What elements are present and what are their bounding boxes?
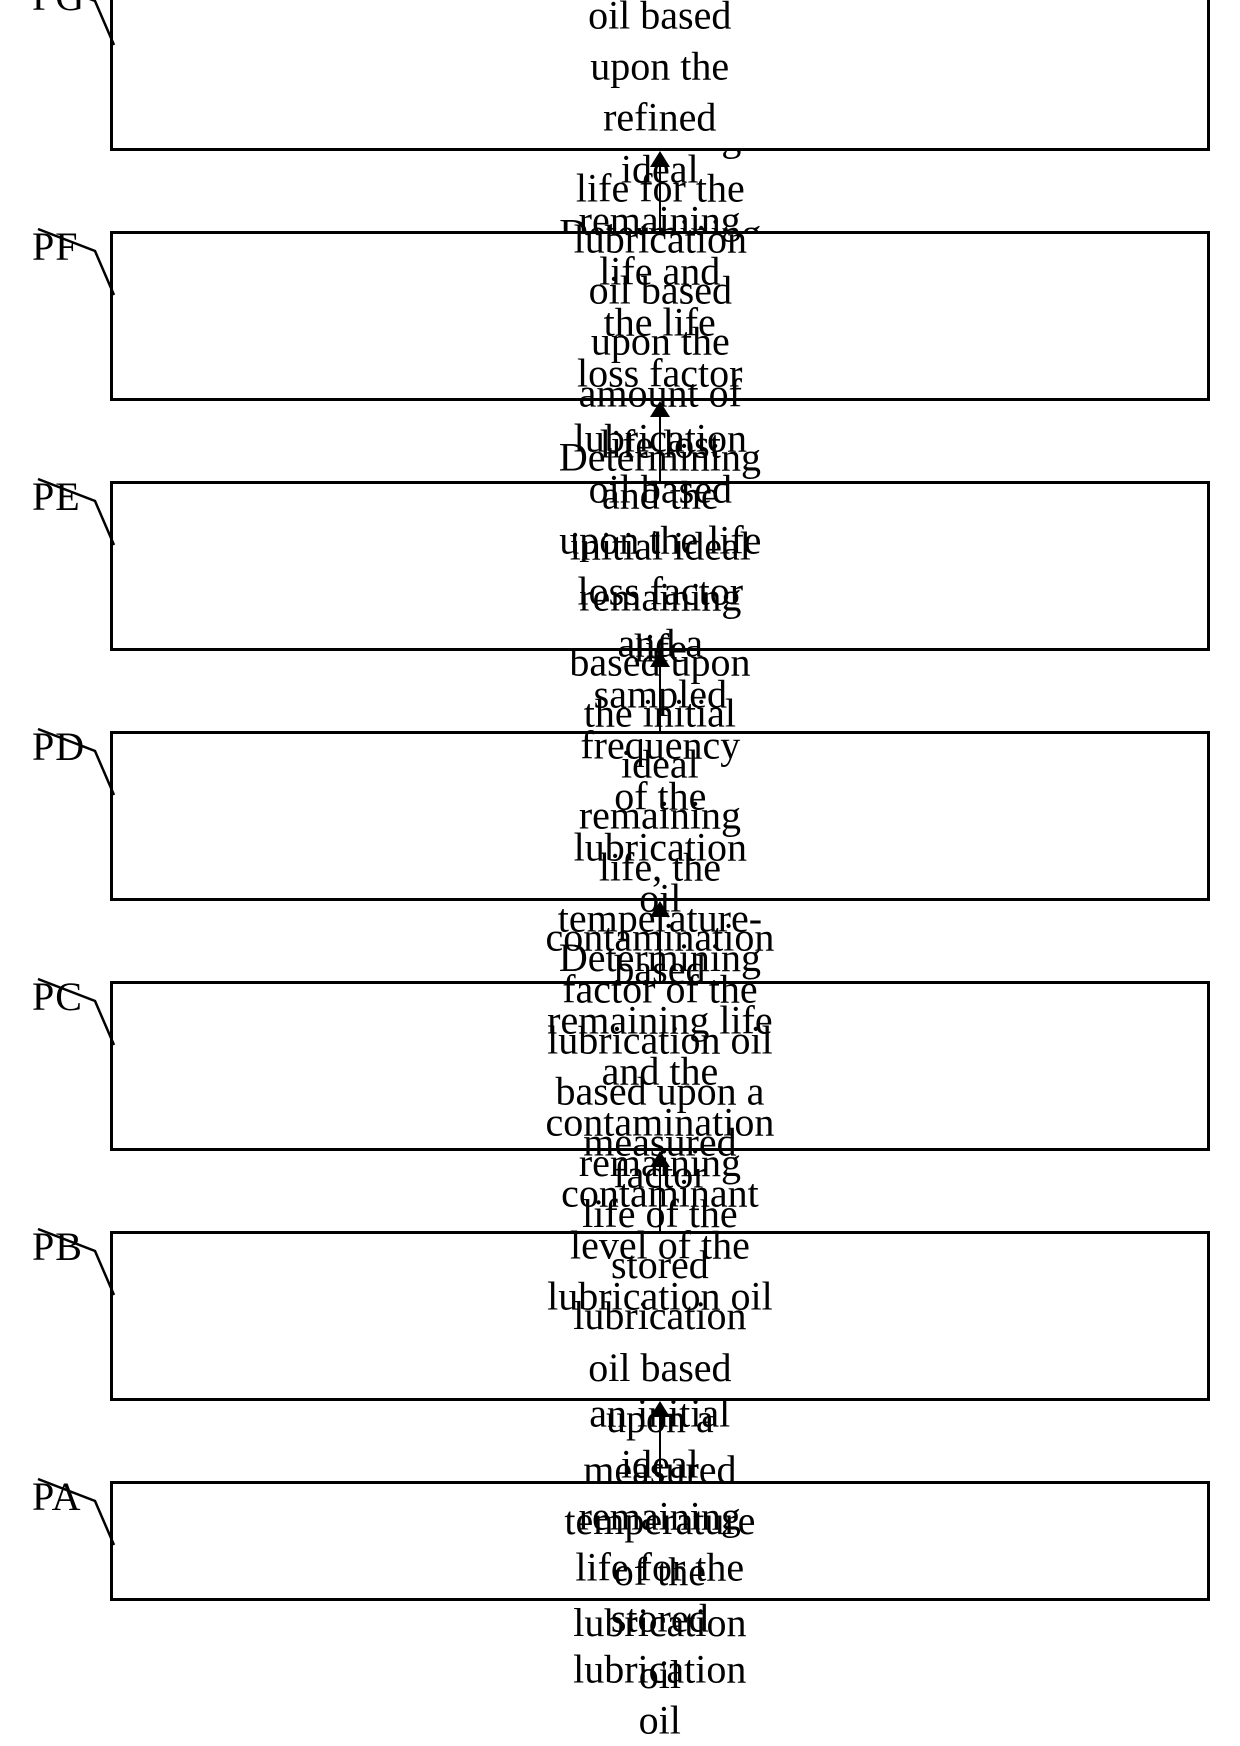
- flowchart-strip: Predicting an initial ideal remaining li…: [0, 0, 1240, 1621]
- leader-line: [0, 0, 1240, 1621]
